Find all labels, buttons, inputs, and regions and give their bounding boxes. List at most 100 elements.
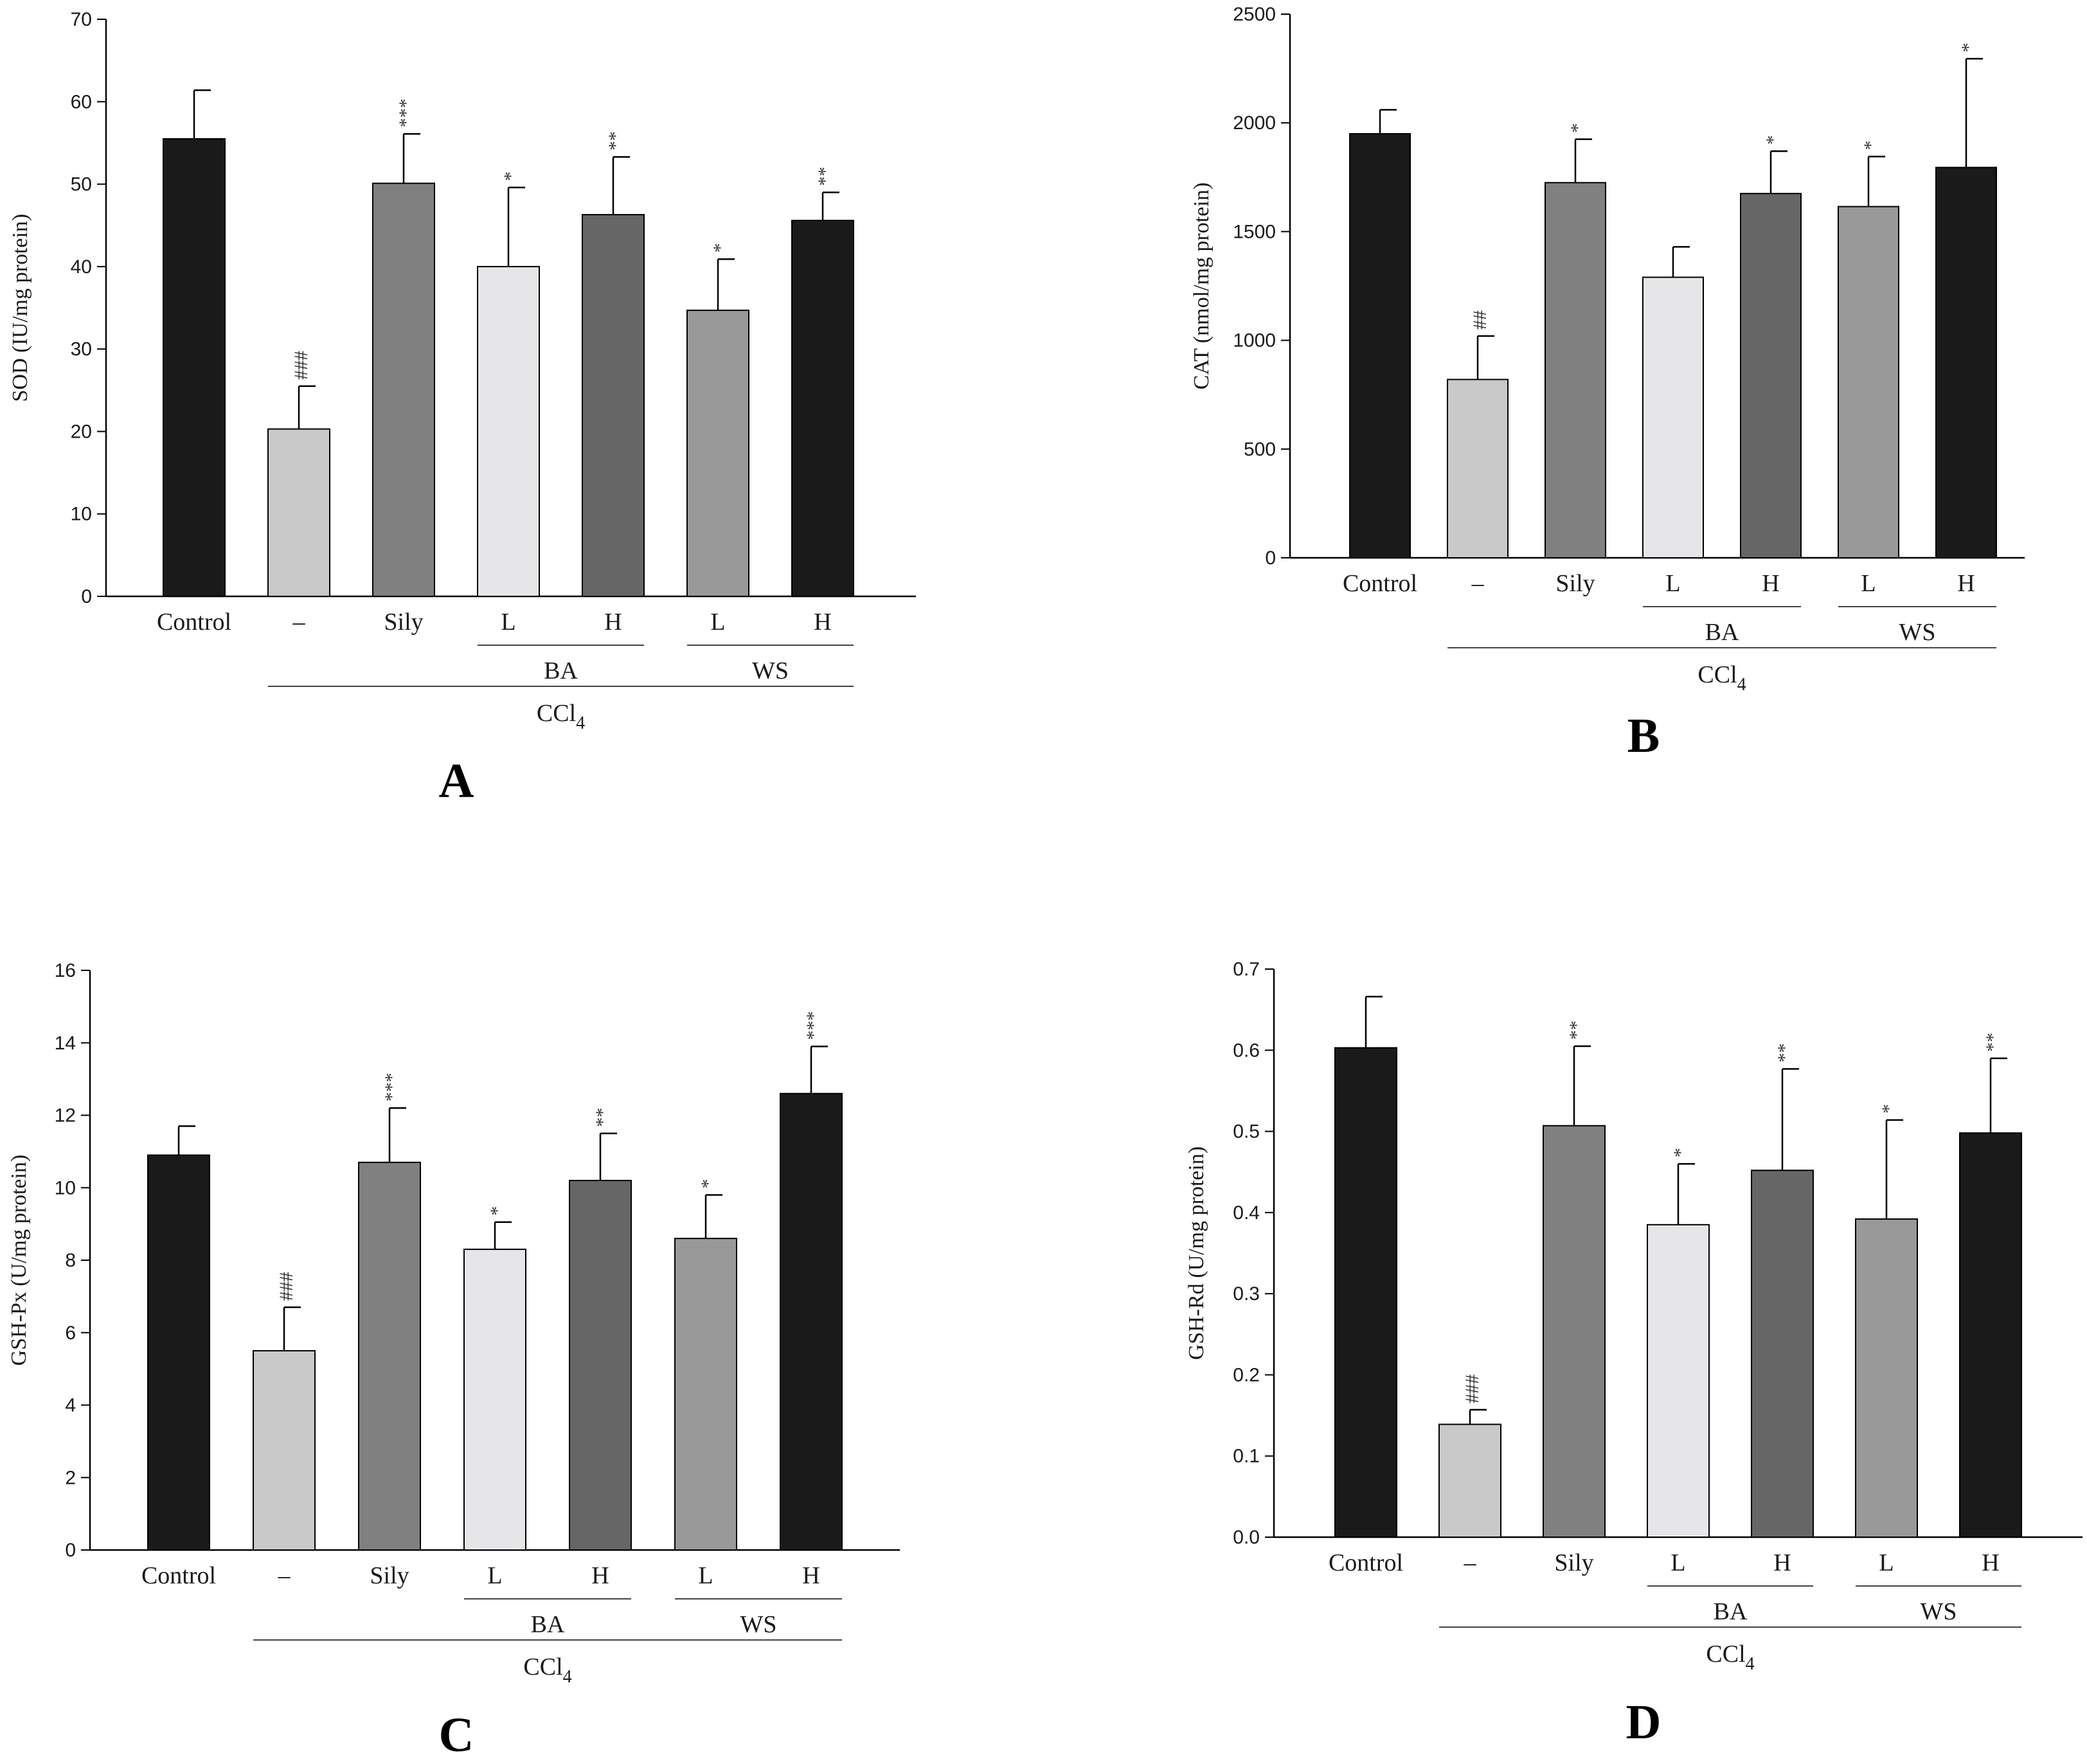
chart-panel-a: 0 10 20 30 40 50 60 70 SOD (IU/mg protein) Contro…: [8, 9, 916, 808]
significance-mark: *: [710, 243, 731, 253]
category-label: Sily: [370, 1562, 409, 1589]
treatment-label: CCl4: [1697, 661, 1746, 695]
category-label: H: [1773, 1549, 1791, 1576]
category-label: Control: [157, 609, 231, 636]
significance-mark: ###: [291, 351, 312, 380]
bar: [1751, 1170, 1814, 1538]
y-tick-label: 0.1: [1233, 1446, 1260, 1467]
y-tick-label: 0.0: [1233, 1527, 1260, 1548]
group-label: BA: [544, 657, 578, 684]
bar: [147, 1154, 210, 1551]
treatment-name: CCl: [537, 700, 576, 727]
significance-mark: *: [1860, 141, 1881, 150]
category-label: –: [1471, 570, 1485, 597]
category-label: L: [1879, 1549, 1894, 1576]
y-tick-label: 0.7: [1233, 959, 1260, 980]
y-tick-label: 10: [71, 504, 92, 525]
significance-mark: ###: [276, 1272, 297, 1301]
y-tick-label: 0.3: [1233, 1283, 1260, 1305]
bar: [674, 1238, 737, 1551]
bar: [569, 1179, 632, 1551]
panel-letter: A: [439, 754, 474, 808]
y-tick-label: 6: [65, 1323, 76, 1344]
category-label: L: [487, 1562, 502, 1589]
significance-mark: ###: [1462, 1375, 1483, 1403]
y-tick-label: 70: [71, 9, 92, 30]
treatment-name: CCl: [1706, 1641, 1745, 1668]
category-label: –: [292, 609, 306, 636]
bar: [1543, 1125, 1606, 1538]
y-tick-label: 0.5: [1233, 1121, 1260, 1143]
significance-mark: *: [1567, 123, 1588, 133]
category-label: L: [710, 609, 725, 636]
category-label: H: [1982, 1549, 1999, 1576]
significance-mark: ##: [1469, 310, 1491, 330]
category-label: L: [1665, 570, 1680, 597]
bar: [1647, 1224, 1710, 1538]
significance-mark: *: [500, 172, 521, 181]
y-tick-label: 0.4: [1233, 1202, 1260, 1224]
category-label: H: [802, 1562, 820, 1589]
treatment-subscript: 4: [563, 1667, 572, 1687]
bar: [1349, 133, 1411, 558]
bar: [163, 138, 226, 597]
panel-letter: C: [439, 1708, 474, 1762]
bar: [1838, 206, 1899, 558]
treatment-name: CCl: [523, 1653, 562, 1680]
y-tick-label: 0: [1265, 548, 1276, 569]
treatment-label: CCl4: [1706, 1641, 1754, 1674]
significance-mark: **: [814, 166, 836, 186]
y-axis-label: GSH-Px (U/mg protein): [7, 1155, 31, 1366]
bar: [686, 309, 749, 597]
category-label: H: [604, 609, 622, 636]
y-tick-label: 1500: [1233, 221, 1276, 242]
category-label: L: [501, 609, 515, 636]
bar: [267, 428, 330, 598]
y-tick-label: 50: [71, 174, 92, 195]
panel-letter: B: [1627, 709, 1660, 763]
significance-mark: *: [1958, 42, 1979, 52]
bar: [1642, 276, 1704, 558]
y-tick-label: 0: [81, 586, 92, 607]
y-tick-label: 1000: [1233, 330, 1276, 352]
y-axis-label: GSH-Rd (U/mg protein): [1185, 1146, 1208, 1360]
category-label: Control: [141, 1562, 216, 1589]
bar: [1334, 1047, 1397, 1538]
y-tick-label: 500: [1244, 439, 1276, 460]
y-tick-label: 16: [55, 960, 76, 981]
bar: [780, 1092, 843, 1551]
bar: [253, 1350, 316, 1551]
bar: [1447, 379, 1509, 559]
treatment-label: CCl4: [523, 1653, 571, 1687]
y-tick-label: 2: [65, 1467, 76, 1488]
bar: [582, 214, 645, 597]
group-label: WS: [1899, 619, 1936, 646]
group-label: WS: [1921, 1598, 1957, 1625]
y-tick-label: 4: [65, 1395, 76, 1416]
category-label: –: [1464, 1549, 1477, 1576]
chart-panel-b: 0 500 1000 1500 2000 2500 CAT (nmol/mg protein…: [1190, 4, 2025, 763]
y-tick-label: 20: [71, 421, 92, 442]
bar: [1740, 193, 1802, 558]
bar: [1855, 1218, 1918, 1538]
treatment-name: CCl: [1697, 661, 1737, 688]
bar: [791, 220, 854, 597]
group-label: BA: [1714, 1598, 1748, 1625]
category-label: L: [1670, 1549, 1685, 1576]
category-label: Sily: [1554, 1549, 1593, 1576]
significance-mark: *: [1878, 1104, 1899, 1114]
category-label: H: [1957, 570, 1975, 597]
group-label: WS: [752, 657, 789, 684]
bar: [477, 265, 540, 598]
y-tick-label: 0: [65, 1540, 76, 1561]
y-tick-label: 40: [71, 256, 92, 278]
treatment-subscript: 4: [1737, 675, 1746, 695]
bar: [1935, 166, 1997, 558]
significance-mark: *: [697, 1179, 719, 1189]
category-label: –: [278, 1562, 291, 1589]
y-tick-label: 60: [71, 91, 92, 112]
significance-mark: ***: [395, 98, 417, 127]
treatment-subscript: 4: [576, 713, 585, 733]
